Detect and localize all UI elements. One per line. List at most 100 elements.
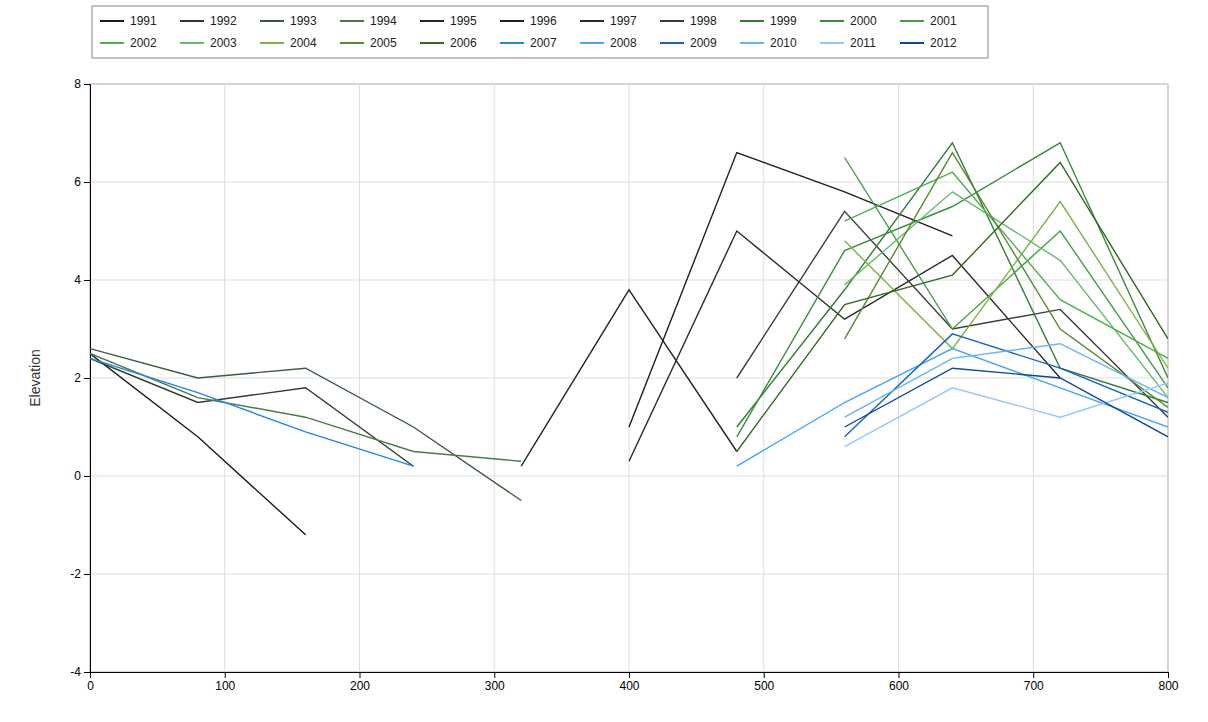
legend-swatch [900,20,924,22]
legend: 1991199219931994199519961997199819992000… [92,6,988,58]
chart: 0100200300400500600700800-4-202468Elevat… [0,0,1208,722]
legend-swatch [420,42,444,44]
legend-label: 2002 [130,36,157,50]
tick-mark [494,672,495,678]
series-line [90,349,521,501]
tick-mark [84,672,90,673]
legend-label: 1996 [530,14,557,28]
tick-label: 6 [74,175,81,189]
legend-label: 1997 [610,14,637,28]
legend-label: 1993 [290,14,317,28]
tick-label: 100 [215,679,235,693]
x-tick: 0 [87,672,94,693]
tick-mark [899,672,900,678]
series-line [90,358,413,466]
x-tick: 200 [350,672,370,693]
x-tick: 400 [619,672,639,693]
legend-swatch [660,42,684,44]
tick-mark [84,182,90,183]
x-tick: 700 [1024,672,1044,693]
x-tick: 100 [215,672,235,693]
tick-label: 400 [619,679,639,693]
legend-swatch [580,42,604,44]
series-line [737,162,1168,451]
legend-label: 2003 [210,36,237,50]
y-tick: 0 [74,469,90,483]
series-line [90,354,306,535]
legend-label: 2008 [610,36,637,50]
tick-mark [84,476,90,477]
legend-swatch [740,42,764,44]
grid-line [90,378,1168,379]
legend-swatch [100,42,124,44]
series-line [90,354,521,462]
legend-swatch [340,42,364,44]
series-line [90,358,413,466]
legend-swatch [420,20,444,22]
tick-mark [84,84,90,85]
tick-label: 800 [1158,679,1178,693]
tick-label: -4 [70,665,81,679]
legend-swatch [580,20,604,22]
y-tick: -2 [70,567,90,581]
grid-line [90,476,1168,477]
tick-mark [84,280,90,281]
tick-label: 0 [87,679,94,693]
legend-swatch [100,20,124,22]
legend-swatch [660,20,684,22]
legend-swatch [900,42,924,44]
tick-mark [1033,672,1034,678]
legend-label: 2011 [850,36,876,50]
tick-label: 8 [74,77,81,91]
legend-label: 2010 [770,36,797,50]
series-line [521,290,737,466]
series-line [845,334,1168,437]
series-line [845,383,1168,447]
tick-mark [629,672,630,678]
tick-label: 500 [754,679,774,693]
tick-label: 700 [1024,679,1044,693]
tick-label: -2 [70,567,81,581]
legend-label: 1991 [130,14,157,28]
x-tick: 300 [485,672,505,693]
series-line [737,143,1168,437]
lines [90,143,1168,535]
series-line [845,192,1168,398]
series-line [737,349,1168,467]
y-tick: -4 [70,665,90,679]
series-line [845,368,1168,437]
legend-swatch [260,42,284,44]
tick-mark [84,378,90,379]
legend-label: 2005 [370,36,397,50]
plot-frame [90,84,1168,672]
plot: 0100200300400500600700800-4-202468 [70,77,1179,692]
legend-label: 2001 [930,14,957,28]
tick-mark [764,672,765,678]
legend-swatch [180,42,204,44]
tick-mark [1168,672,1169,678]
grid [90,84,1168,672]
y-tick: 2 [74,371,90,385]
axis-line [91,673,1169,679]
series-line [737,143,1168,427]
grid-line [90,574,1168,575]
tick-label: 4 [74,273,81,287]
legend-label: 1998 [690,14,717,28]
y-tick: 6 [74,175,90,189]
legend-frame [92,6,988,58]
series-line [845,158,1168,388]
y-axis-title: Elevation [27,349,43,407]
legend-label: 2004 [290,36,317,50]
legend-label: 2006 [450,36,477,50]
legend-label: 1999 [770,14,797,28]
legend-label: 1995 [450,14,477,28]
series-line [845,344,1168,418]
legend-swatch [500,20,524,22]
legend-swatch [180,20,204,22]
legend-swatch [820,20,844,22]
tick-label: 200 [350,679,370,693]
y-axis: -4 -2 0 2 4 6 8 [70,77,90,679]
tick-mark [225,672,226,678]
x-axis: 0100200300400500600700800 [87,672,1179,693]
series-line [845,202,1168,369]
